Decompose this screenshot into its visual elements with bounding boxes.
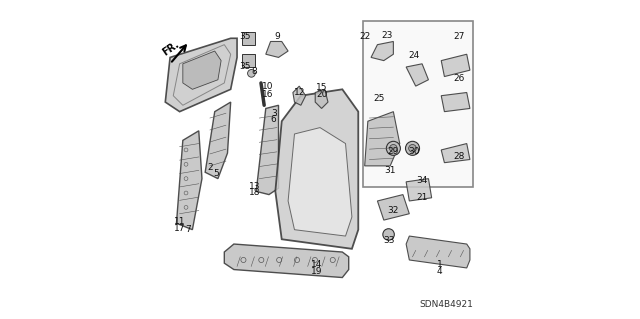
Circle shape (409, 145, 417, 152)
Polygon shape (275, 89, 358, 249)
Polygon shape (224, 244, 349, 278)
Text: 17: 17 (174, 224, 186, 233)
Text: 35: 35 (239, 32, 251, 41)
Polygon shape (406, 236, 470, 268)
Text: 26: 26 (453, 74, 465, 83)
Polygon shape (293, 86, 306, 105)
Text: 24: 24 (408, 51, 420, 60)
Text: 21: 21 (417, 193, 428, 202)
Text: 20: 20 (316, 90, 327, 99)
Polygon shape (441, 93, 470, 112)
Text: FR.: FR. (161, 39, 181, 58)
Polygon shape (365, 112, 400, 166)
Circle shape (406, 141, 420, 155)
Polygon shape (177, 131, 202, 230)
Circle shape (387, 141, 401, 155)
Polygon shape (183, 51, 221, 89)
Polygon shape (256, 105, 278, 195)
Text: 6: 6 (271, 115, 276, 124)
Circle shape (390, 145, 397, 152)
Text: 31: 31 (385, 166, 396, 175)
Text: 5: 5 (214, 169, 219, 178)
Text: 1: 1 (436, 260, 442, 269)
Text: 12: 12 (294, 88, 305, 97)
Text: 27: 27 (453, 32, 465, 41)
Text: 3: 3 (271, 109, 276, 118)
Text: SDN4B4921: SDN4B4921 (419, 300, 473, 309)
Text: 30: 30 (408, 147, 420, 156)
Polygon shape (441, 144, 470, 163)
Text: 11: 11 (174, 217, 186, 226)
Text: 35: 35 (239, 63, 251, 71)
Polygon shape (288, 128, 352, 236)
Text: 10: 10 (262, 82, 273, 91)
Text: 8: 8 (252, 67, 257, 76)
Text: 2: 2 (207, 163, 212, 172)
Polygon shape (316, 89, 328, 108)
Polygon shape (165, 38, 237, 112)
Text: 15: 15 (316, 83, 327, 92)
Text: 22: 22 (359, 32, 371, 41)
Text: 14: 14 (311, 260, 323, 269)
Text: 7: 7 (185, 225, 191, 234)
Text: 9: 9 (274, 32, 280, 41)
Circle shape (248, 70, 255, 77)
Polygon shape (378, 195, 410, 220)
Text: 28: 28 (453, 152, 465, 161)
Text: 16: 16 (262, 90, 273, 99)
Text: 18: 18 (249, 189, 260, 197)
Polygon shape (371, 41, 394, 61)
Circle shape (383, 229, 394, 240)
Bar (242, 54, 255, 67)
Bar (363, 21, 473, 187)
Text: 34: 34 (417, 176, 428, 185)
Polygon shape (173, 45, 230, 105)
Polygon shape (205, 102, 230, 179)
Text: 19: 19 (311, 267, 323, 276)
Text: 4: 4 (437, 267, 442, 276)
Polygon shape (406, 64, 428, 86)
Bar (242, 32, 255, 45)
Text: 13: 13 (249, 182, 260, 191)
Polygon shape (266, 41, 288, 57)
Polygon shape (441, 54, 470, 77)
Text: 33: 33 (383, 236, 394, 245)
Text: 29: 29 (388, 147, 399, 156)
Text: 23: 23 (381, 31, 393, 40)
Text: 32: 32 (388, 206, 399, 215)
Text: 25: 25 (373, 94, 385, 103)
Polygon shape (406, 179, 431, 201)
